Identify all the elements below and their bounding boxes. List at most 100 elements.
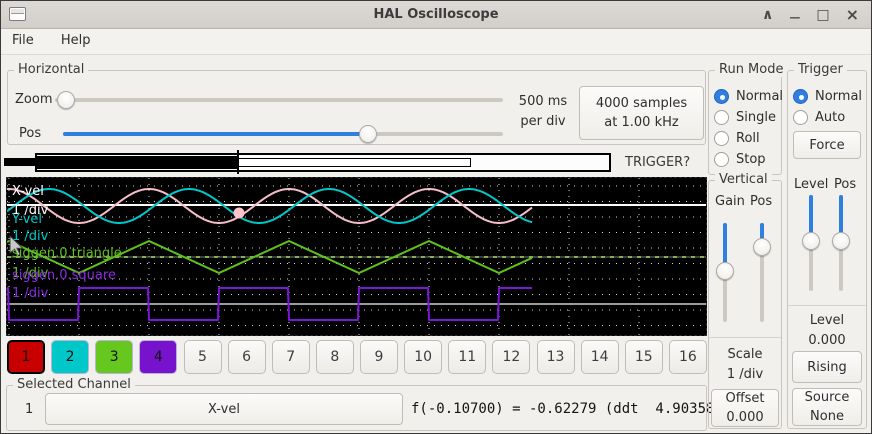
trigger-level-fill	[809, 195, 813, 244]
run-mode-stop[interactable]: Stop	[714, 149, 783, 170]
menubar: File Help	[1, 29, 871, 55]
horizontal-group-label: Horizontal	[14, 62, 89, 77]
run-mode-label-single: Single	[736, 110, 776, 125]
trigger-status-label: TRIGGER?	[625, 155, 691, 170]
run-mode-label-stop: Stop	[736, 152, 766, 167]
selected-sample-marker[interactable]	[233, 207, 245, 219]
channel-button-7[interactable]: 7	[271, 340, 310, 374]
channel-button-16[interactable]: 16	[668, 340, 707, 374]
trigger-pos-knob[interactable]	[832, 232, 850, 251]
vpos-slider-fill	[760, 223, 764, 249]
vertical-gain-slider[interactable]	[716, 221, 734, 324]
selected-channel-group-label: Selected Channel	[13, 377, 135, 392]
trigger-pos-label: Pos	[834, 177, 857, 192]
trigger-level-slider[interactable]	[802, 193, 820, 293]
titlebar: HAL Oscilloscope ∧ — □ ×	[1, 1, 871, 29]
trace-siggen.0.triangle	[7, 240, 533, 274]
maximize-icon[interactable]: □	[816, 7, 830, 23]
record-view-window	[238, 158, 471, 167]
trigger-mode-label-auto: Auto	[815, 110, 846, 125]
scope-display[interactable]: X-vel 1 /div Y-vel 1 /div siggen.0.triangle 1…	[6, 177, 707, 336]
scope-channel-label: siggen.0.square	[12, 268, 116, 283]
trigger-source-button[interactable]: Source None	[792, 388, 862, 426]
channel-button-3[interactable]: 3	[95, 340, 134, 374]
channel-button-8[interactable]: 8	[315, 340, 354, 374]
run-mode-label-normal: Normal	[736, 89, 784, 104]
trigger-force-button[interactable]: Force	[793, 131, 861, 159]
sample-rate-button[interactable]: 4000 samples at 1.00 kHz	[579, 86, 704, 140]
channel-button-6[interactable]: 6	[227, 340, 266, 374]
channel-button-11[interactable]: 11	[448, 340, 487, 374]
channel-button-14[interactable]: 14	[580, 340, 619, 374]
minimize-icon[interactable]: —	[789, 11, 801, 24]
scope-channel-label: X-vel	[12, 184, 44, 199]
trigger-group-label: Trigger	[794, 62, 847, 77]
vertical-pos-slider[interactable]	[753, 221, 771, 324]
run-mode-radio-roll[interactable]	[714, 131, 729, 146]
close-icon[interactable]: ×	[845, 5, 859, 24]
vertical-pos-label: Pos	[750, 194, 773, 209]
window-menu-icon[interactable]	[9, 7, 26, 21]
shade-icon[interactable]: ∧	[761, 7, 774, 23]
trigger-level-label: Level	[794, 177, 829, 192]
run-mode-roll[interactable]: Roll	[714, 128, 783, 149]
window-title: HAL Oscilloscope	[373, 7, 499, 22]
scope-channel-label: Y-vel	[11, 212, 42, 227]
record-bar-left-segment	[4, 158, 35, 166]
pos-label: Pos	[19, 126, 42, 141]
vertical-separator	[709, 337, 781, 338]
run-mode-radio-single[interactable]	[714, 110, 729, 125]
channel-button-9[interactable]: 9	[360, 340, 398, 374]
trigger-edge-button[interactable]: Rising	[792, 351, 862, 383]
trigger-mode-radio-normal[interactable]	[793, 89, 808, 104]
vpos-slider-knob[interactable]	[753, 238, 771, 256]
run-mode-options: Normal Single Roll Stop	[714, 86, 783, 170]
pos-slider-fill	[63, 132, 371, 136]
vertical-scale-label: Scale 1 /div	[726, 347, 764, 382]
vertical-group-label: Vertical	[715, 172, 772, 187]
horizontal-zoom-slider[interactable]	[53, 91, 505, 109]
channel-button-12[interactable]: 12	[492, 340, 531, 374]
trigger-mode-radio-auto[interactable]	[793, 110, 808, 125]
horizontal-pos-slider[interactable]	[61, 125, 505, 143]
trigger-pos-slider[interactable]	[832, 193, 850, 293]
run-mode-radio-normal[interactable]	[714, 89, 729, 104]
channel-button-13[interactable]: 13	[536, 340, 575, 374]
channel-button-15[interactable]: 15	[624, 340, 663, 374]
trigger-mode-normal[interactable]: Normal	[793, 86, 862, 107]
zoom-slider-knob[interactable]	[57, 91, 76, 109]
run-mode-normal[interactable]: Normal	[714, 86, 783, 107]
horizontal-group: Horizontal	[7, 62, 706, 145]
scope-channel-label: 1 /div	[12, 229, 49, 244]
menu-help[interactable]: Help	[60, 33, 91, 48]
selected-channel-name-button[interactable]: X-vel	[45, 393, 403, 425]
trigger-group: Trigger Normal Auto	[787, 62, 867, 429]
scope-channel-label: 1 /div	[12, 266, 49, 281]
channel-button-5[interactable]: 5	[183, 340, 222, 374]
gain-slider-knob[interactable]	[716, 261, 734, 280]
menu-file[interactable]: File	[12, 33, 34, 48]
trigger-position-marker	[237, 150, 239, 174]
trigger-level-knob[interactable]	[802, 232, 820, 251]
trace-siggen.0.square	[7, 287, 532, 321]
trigger-options: Normal Auto	[793, 86, 862, 128]
channel-button-10[interactable]: 10	[404, 340, 443, 374]
channel-button-2[interactable]: 2	[51, 340, 90, 374]
run-mode-group: Run Mode Normal Single Roll Stop	[708, 62, 788, 175]
zoom-slider-rail[interactable]	[55, 98, 503, 102]
run-mode-single[interactable]: Single	[714, 107, 783, 128]
trigger-mode-auto[interactable]: Auto	[793, 107, 862, 128]
vertical-group: Vertical	[708, 172, 782, 429]
channel-button-1[interactable]: 1	[7, 340, 45, 374]
zoom-label: Zoom	[15, 92, 53, 107]
pos-slider-knob[interactable]	[359, 125, 378, 143]
selected-channel-group: Selected Channel	[6, 377, 707, 431]
channel-button-4[interactable]: 4	[139, 340, 178, 374]
scope-channel-label: 1 /div	[12, 203, 49, 218]
selected-channel-number: 1	[25, 402, 34, 417]
vpos-slider-rail[interactable]	[760, 223, 764, 322]
run-mode-radio-stop[interactable]	[714, 152, 729, 167]
vertical-offset-button[interactable]: Offset 0.000	[711, 389, 779, 427]
